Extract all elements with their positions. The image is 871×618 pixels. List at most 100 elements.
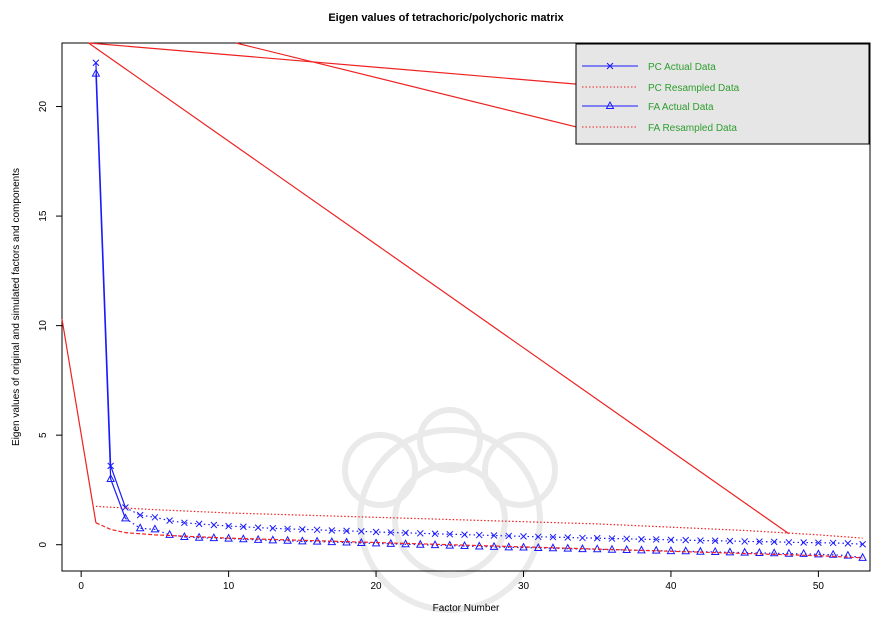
- pc-point: [254, 524, 262, 531]
- series-line: [95, 522, 863, 559]
- pc-point: [402, 529, 409, 537]
- pc-point: [741, 538, 749, 545]
- legend: PC Actual Data PC Resampled Data FA Actual…: [575, 43, 870, 145]
- pc-point: [667, 536, 675, 544]
- pc-point: [284, 525, 291, 533]
- pc-point: [520, 533, 527, 540]
- series-line: [95, 505, 863, 539]
- fa-point: [814, 549, 823, 558]
- pc-point: [756, 538, 763, 545]
- pc-point: [166, 517, 173, 524]
- series-line-dotted: [125, 506, 863, 545]
- x-axis-label: Factor Number: [433, 603, 500, 614]
- legend-label: PC Actual Data: [648, 62, 716, 73]
- fa-point: [622, 544, 632, 553]
- y-tick-label: 15: [38, 210, 49, 222]
- pc-point: [785, 538, 793, 546]
- pc-point: [593, 534, 601, 542]
- plot-frame: [61, 42, 871, 572]
- fa-point: [740, 547, 750, 556]
- legend-x-marker: [606, 62, 614, 70]
- series-line-solid: [95, 62, 126, 508]
- red-annotation-line: [61, 318, 97, 523]
- fa-point: [165, 529, 174, 538]
- pc-point: [800, 539, 808, 546]
- series-line-dotted: [125, 517, 863, 559]
- pc-point: [122, 504, 129, 511]
- pc-point: [608, 535, 616, 542]
- red-annotation-line: [88, 42, 790, 535]
- pc-point: [711, 537, 719, 545]
- pc-point: [298, 526, 306, 533]
- fa-point: [843, 550, 853, 559]
- red-annotation-line: [235, 42, 583, 130]
- pc-point: [372, 528, 380, 536]
- y-axis: 0 5 10 15 20: [38, 101, 62, 547]
- fa-point: [121, 513, 130, 522]
- pc-point: [829, 539, 837, 547]
- fa-point: [637, 545, 646, 554]
- pc-point: [328, 527, 336, 534]
- watermark: [342, 407, 558, 613]
- x-tick-label: 0: [78, 581, 84, 592]
- pc-point: [151, 513, 159, 521]
- red-annotation-line: [88, 42, 583, 86]
- x-tick-label: 20: [370, 581, 382, 592]
- fa-point: [651, 545, 661, 554]
- pc-point: [446, 530, 454, 538]
- legend-triangle-marker: [605, 100, 615, 109]
- fa-point: [710, 546, 720, 555]
- pc-point: [416, 529, 424, 537]
- pc-point: [461, 531, 468, 538]
- pc-point: [181, 519, 188, 527]
- fa-point: [769, 548, 779, 557]
- fa-point: [799, 548, 808, 557]
- pc-point: [269, 524, 277, 532]
- pc-point: [343, 527, 350, 535]
- pc-point: [210, 521, 218, 529]
- x-tick-label: 40: [665, 581, 677, 592]
- series-layer: [91, 59, 867, 561]
- fa-point: [696, 546, 705, 555]
- fa-point: [666, 546, 676, 555]
- legend-label: PC Resampled Data: [648, 83, 740, 94]
- series-line-solid: [95, 73, 126, 519]
- pc-point: [859, 540, 866, 548]
- x-tick-label: 10: [223, 581, 235, 592]
- pc-point: [313, 526, 321, 534]
- y-tick-label: 5: [38, 432, 49, 438]
- pc-point: [505, 532, 513, 540]
- legend-label: FA Resampled Data: [648, 123, 737, 134]
- chart-title: Eigen values of tetrachoric/polychoric m…: [328, 12, 564, 24]
- pc-point: [579, 534, 586, 542]
- pc-point: [225, 522, 232, 530]
- pc-point: [475, 531, 483, 539]
- pc-point: [682, 536, 690, 544]
- fa-point: [150, 524, 160, 533]
- pc-point: [652, 536, 660, 543]
- pc-point: [770, 538, 778, 546]
- pc-point: [357, 527, 365, 535]
- x-tick-label: 30: [518, 581, 530, 592]
- pc-point: [240, 523, 247, 531]
- pc-point: [623, 535, 631, 543]
- red-annotation-lines: [61, 42, 790, 535]
- pc-point: [815, 539, 822, 547]
- pc-point: [387, 529, 395, 536]
- y-tick-label: 20: [38, 101, 49, 113]
- fa-point: [755, 547, 764, 557]
- fa-point: [91, 68, 101, 77]
- legend-label: FA Actual Data: [648, 102, 714, 113]
- fa-point: [106, 473, 115, 482]
- fa-point: [725, 547, 735, 556]
- pc-point: [534, 533, 542, 541]
- fa-point: [135, 523, 145, 532]
- fa-point: [784, 548, 794, 557]
- x-tick-label: 50: [813, 581, 825, 592]
- pc-point: [844, 540, 852, 547]
- pc-point: [490, 532, 498, 539]
- fa-point: [858, 552, 867, 561]
- pc-point: [549, 533, 557, 541]
- fa-point: [681, 546, 691, 555]
